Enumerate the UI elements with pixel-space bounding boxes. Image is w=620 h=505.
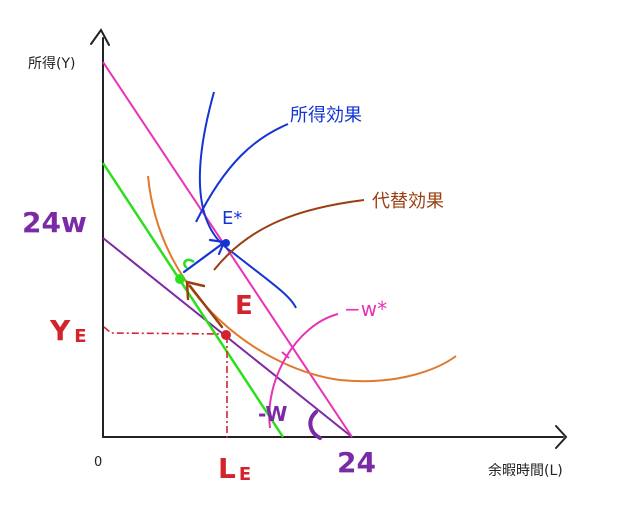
- twenty-four-label: 24: [337, 446, 376, 479]
- point-e: [221, 330, 231, 340]
- substitution-arrow: [185, 280, 224, 329]
- e-star-label: E*: [222, 208, 242, 229]
- point-c-mark: [183, 258, 195, 270]
- y-e-guide: [103, 326, 225, 335]
- y-axis-label: 所得(Y): [28, 55, 75, 72]
- neg-w-star-label: −w*: [344, 297, 387, 321]
- origin-label: 0: [94, 455, 102, 470]
- y-axis-arrowhead: [90, 28, 110, 46]
- neg-w-star-tick: [281, 351, 290, 359]
- indifference-curve-high: [198, 91, 297, 309]
- axes: [90, 28, 568, 449]
- point-c: [175, 274, 185, 284]
- neg-w-star-leader: [268, 313, 339, 429]
- income-effect-label: 所得効果: [290, 105, 362, 126]
- neg-w-label: -W: [258, 402, 287, 426]
- e-label: E: [235, 291, 253, 321]
- x-axis-arrowhead: [555, 425, 568, 449]
- substitution-effect-label: 代替効果: [372, 191, 444, 212]
- income-arrow: [182, 238, 226, 274]
- angle-mark: [308, 410, 322, 440]
- twenty-four-w-label: 24w: [22, 206, 87, 239]
- income-effect-leader: [195, 123, 289, 223]
- substitution-effect-leader: [213, 199, 365, 271]
- equilibrium-guides: [103, 326, 228, 441]
- x-axis-label: 余暇時間(L): [488, 462, 563, 479]
- budget-line-compensated: [101, 162, 285, 438]
- indifference-curve-original: [147, 175, 457, 383]
